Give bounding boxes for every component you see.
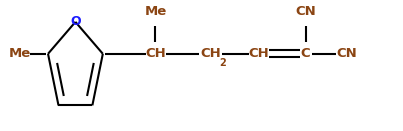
- Text: CH: CH: [145, 47, 166, 60]
- Text: O: O: [70, 15, 81, 28]
- Text: Me: Me: [9, 47, 31, 60]
- Text: 2: 2: [219, 58, 226, 68]
- Text: Me: Me: [144, 5, 166, 18]
- Text: CN: CN: [295, 5, 316, 18]
- Text: C: C: [301, 47, 310, 60]
- Text: CH: CH: [248, 47, 269, 60]
- Text: CN: CN: [336, 47, 357, 60]
- Text: CH: CH: [200, 47, 221, 60]
